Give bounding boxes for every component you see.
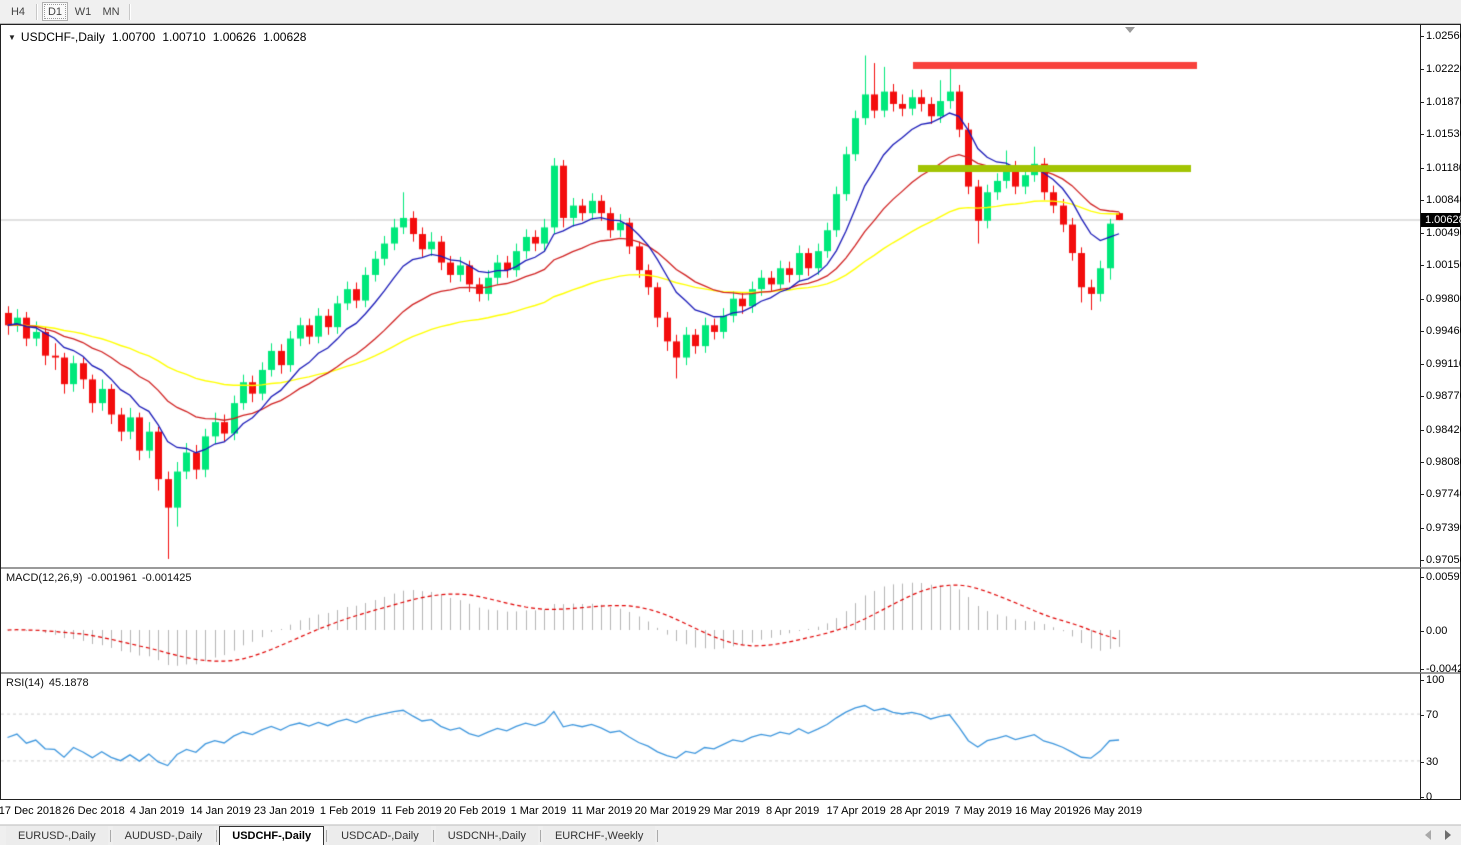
tab-audusd-daily[interactable]: AUDUSD-,Daily	[112, 826, 215, 845]
tab-divider	[109, 830, 111, 842]
price-axis-label: 1.01180	[1421, 162, 1461, 174]
date-label: 11 Feb 2019	[380, 805, 442, 817]
date-label: 16 May 2019	[1014, 805, 1079, 817]
main-chart-canvas[interactable]	[1, 25, 1420, 567]
macd-pane: MACD(12,26,9) -0.001961 -0.001425	[1, 567, 1420, 672]
chart-symbol-label: USDCHF-,Daily	[20, 30, 105, 44]
date-label: 23 Jan 2019	[253, 805, 315, 817]
rsi-name: RSI(14)	[6, 677, 44, 689]
date-label: 7 May 2019	[954, 805, 1012, 817]
quote-high: 1.00710	[162, 30, 206, 44]
rsi-value: 45.1878	[48, 677, 89, 689]
tab-usdchf-daily[interactable]: USDCHF-,Daily	[219, 826, 325, 845]
date-label: 20 Mar 2019	[634, 805, 697, 817]
macd-axis-label: 0.00	[1420, 625, 1448, 637]
price-axis: 1.00628 1.02560 1.02220 1.01870 1.01530 1.01…	[1420, 25, 1461, 567]
tabs-scroll-left-icon[interactable]	[1425, 830, 1431, 840]
tab-eurchf-weekly[interactable]: EURCHF-,Weekly	[542, 826, 656, 845]
rsi-axis-label: 30	[1420, 755, 1439, 768]
macd-name: MACD(12,26,9)	[6, 572, 83, 584]
macd-label: MACD(12,26,9) -0.001961 -0.001425	[6, 572, 197, 584]
macd-axis: 0.005970.00-0.004243	[1420, 567, 1461, 675]
price-axis-label: 1.02560	[1421, 30, 1461, 42]
price-axis-label: 0.97050	[1421, 554, 1461, 566]
macd-axis-label: 0.00597	[1421, 571, 1461, 583]
current-price-tag: 1.00628	[1421, 213, 1461, 227]
main-chart-pane: ▼ USDCHF-,Daily 1.00700 1.00710 1.00626 1.006…	[1, 25, 1420, 567]
quote-open: 1.00700	[111, 30, 156, 44]
date-label: 1 Mar 2019	[510, 805, 567, 817]
chart-title: ▼ USDCHF-,Daily 1.00700 1.00710 1.00626 1.006…	[8, 30, 306, 44]
collapse-triangle-icon[interactable]: ▼	[8, 33, 16, 42]
rsi-pane: RSI(14) 45.1878	[1, 672, 1420, 799]
date-label: 29 Mar 2019	[698, 805, 760, 817]
date-label: 17 Apr 2019	[826, 805, 886, 817]
date-label: 20 Feb 2019	[443, 805, 506, 817]
tab-usdcnh-daily[interactable]: USDCNH-,Daily	[435, 826, 538, 845]
tab-divider	[326, 830, 328, 842]
rsi-label: RSI(14) 45.1878	[6, 677, 94, 689]
tab-eurusd-daily[interactable]: EURUSD-,Daily	[6, 826, 108, 845]
tab-divider	[539, 830, 541, 842]
quote-close: 1.00628	[263, 30, 307, 44]
tab-divider	[216, 830, 218, 842]
chart-tabs-bar: EURUSD-,Daily AUDUSD-,Daily USDCHF-,Daily U…	[0, 825, 1461, 845]
date-label: 11 Mar 2019	[571, 805, 633, 817]
tab-usdcad-daily[interactable]: USDCAD-,Daily	[329, 826, 431, 845]
macd-signal-value: -0.001425	[141, 572, 192, 584]
date-label: 14 Jan 2019	[190, 805, 251, 817]
date-label: 26 Dec 2018	[62, 805, 125, 817]
tab-divider	[432, 830, 434, 842]
chart-frame: ▼ USDCHF-,Daily 1.00700 1.00710 1.00626 1.006…	[0, 24, 1461, 803]
timeframe-button-d1[interactable]: D1	[42, 2, 68, 21]
tabs-scroll-controls	[1425, 830, 1451, 840]
price-axis-label: 1.02220	[1421, 63, 1461, 75]
rsi-axis-label: 70	[1420, 709, 1439, 722]
rsi-axis: 100 70 30 0	[1420, 672, 1460, 803]
rsi-axis-label: 100	[1420, 674, 1445, 686]
rsi-canvas[interactable]	[1, 674, 1420, 799]
price-axis-label: 1.00490	[1421, 227, 1461, 239]
date-axis: 17 Dec 2018 26 Dec 2018 4 Jan 2019 14 Jan 2…	[0, 800, 1461, 825]
date-label: 4 Jan 2019	[129, 805, 185, 817]
macd-main-value: -0.001961	[87, 572, 137, 584]
date-label: 26 May 2019	[1078, 805, 1143, 817]
date-label: 8 Apr 2019	[765, 805, 820, 817]
timeframe-button-h4[interactable]: H4	[10, 5, 26, 18]
price-axis-label: 1.00840	[1421, 194, 1461, 206]
timeframe-toolbar: H4 D1 W1 MN	[0, 0, 1461, 24]
macd-canvas[interactable]	[1, 569, 1420, 672]
price-axis-label: 1.01530	[1421, 128, 1461, 140]
timeframe-button-mn[interactable]: MN	[102, 5, 120, 18]
toolbar-separator	[129, 3, 130, 20]
chart-shift-marker[interactable]	[1125, 27, 1135, 33]
price-axis-label: 1.01870	[1421, 96, 1461, 108]
timeframe-button-w1[interactable]: W1	[74, 5, 92, 18]
rsi-axis-label: 0	[1420, 791, 1433, 803]
quote-low: 1.00626	[212, 30, 257, 44]
date-label: 17 Dec 2018	[0, 805, 62, 817]
tab-divider	[657, 830, 659, 842]
tabs-scroll-right-icon[interactable]	[1445, 830, 1451, 840]
date-label: 28 Apr 2019	[890, 805, 950, 817]
date-label: 1 Feb 2019	[319, 805, 376, 817]
toolbar-separator	[36, 3, 37, 20]
